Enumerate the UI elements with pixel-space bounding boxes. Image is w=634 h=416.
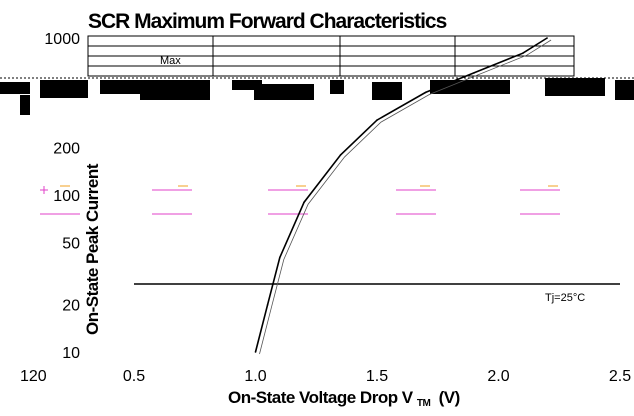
series-point [473, 72, 476, 74]
x-tick-label: 1.0 [244, 368, 266, 385]
x-axis-label-unit: (V) [439, 388, 460, 407]
x-axis-label-main: On-State Voltage Drop V [228, 388, 414, 407]
x-tick-label: 2.0 [487, 368, 509, 385]
series-layer [254, 37, 552, 355]
tj-annotation: Tj=25°C [545, 292, 585, 304]
artifact-band [0, 78, 634, 115]
x-tick-label: 1.5 [366, 368, 388, 385]
series-point [303, 201, 305, 203]
y-tick-label: 200 [53, 141, 80, 158]
x-axis-label-sub: TM [417, 398, 431, 409]
series-point [546, 37, 548, 39]
x-extra-tick: 120 [20, 368, 47, 385]
color-glyphs [40, 185, 560, 215]
y-tick-label: 10 [62, 345, 80, 362]
series-point [424, 91, 427, 94]
y-tick-label: 1000 [44, 31, 80, 48]
series-point [522, 52, 524, 55]
series-point [279, 256, 281, 259]
x-tick-label: 2.5 [609, 368, 631, 385]
y-tick-label: 20 [62, 298, 80, 315]
chart-title: SCR Maximum Forward Characteristics [88, 10, 447, 33]
y-tick-label: 100 [53, 188, 80, 205]
y-tick-labels: 10 20 50 100 200 1000 [44, 31, 80, 362]
series-point [376, 119, 378, 121]
max-annotation: Max [160, 55, 181, 67]
x-axis-label: On-State Voltage Drop V TM (V) [228, 388, 460, 410]
x-tick-labels: 0.5 1.0 1.5 2.0 2.5 [123, 368, 631, 385]
series-point [254, 351, 257, 353]
y-tick-label: 50 [62, 235, 80, 252]
series-line-echo [259, 39, 552, 355]
y-axis-label: On-State Peak Current [83, 163, 102, 335]
series-line-max [254, 37, 548, 353]
series-point [266, 303, 269, 306]
svg-text:On-State Voltage Drop V: On-State Voltage Drop V TM (V) [228, 388, 460, 410]
x-tick-label: 0.5 [123, 368, 145, 385]
upper-grid [87, 35, 575, 77]
series-point [339, 154, 342, 156]
